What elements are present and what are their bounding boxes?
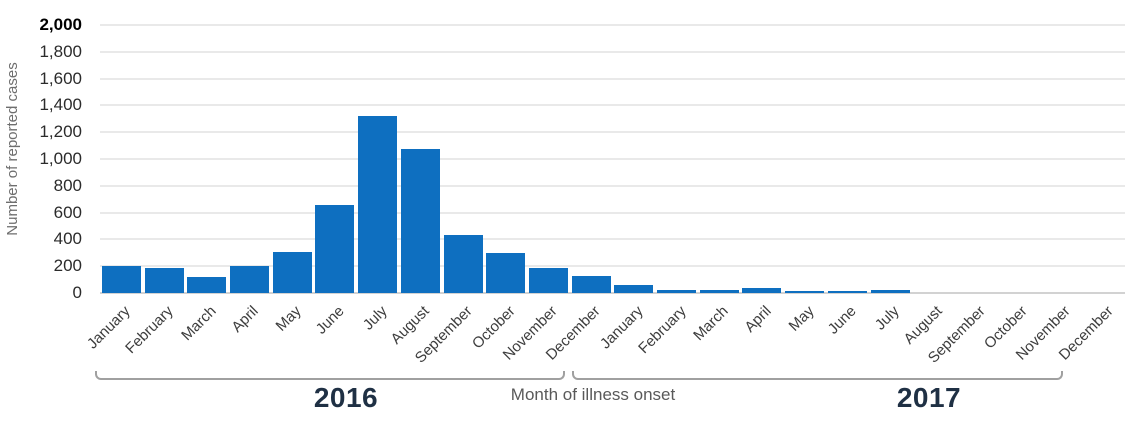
year-label-2016: 2016 <box>313 382 379 413</box>
y-axis-title: Number of reported cases <box>4 62 21 236</box>
x-axis-title: Month of illness onset <box>510 385 676 404</box>
y-tick-label: 200 <box>53 256 82 276</box>
bar-2016-july <box>358 116 398 293</box>
bar-2016-november <box>528 267 568 293</box>
gridline <box>100 184 1125 187</box>
gridline <box>100 211 1125 214</box>
y-tick-label: 600 <box>53 202 82 222</box>
year-bracket-2017 <box>572 371 1063 380</box>
y-tick-label: 400 <box>53 229 82 249</box>
bar-2016-september <box>443 234 483 293</box>
year-label-2017: 2017 <box>896 382 962 413</box>
bar-2017-may <box>785 291 825 293</box>
bar-2017-june <box>827 291 867 293</box>
gridline <box>100 131 1125 134</box>
bar-2016-may <box>272 252 312 293</box>
y-tick-label: 1,000 <box>39 149 82 168</box>
year-bracket-2016 <box>95 371 565 380</box>
gridline <box>100 77 1125 80</box>
bar-2016-december <box>571 275 611 293</box>
bar-2016-june <box>315 204 355 293</box>
y-tick-label: 800 <box>53 175 82 195</box>
x-axis-line <box>100 292 1125 294</box>
bar-2017-january <box>614 284 654 293</box>
bar-2016-october <box>486 253 526 293</box>
gridline <box>100 104 1125 107</box>
bar-2016-august <box>400 148 440 293</box>
bar-2016-february <box>144 267 184 293</box>
bar-2016-march <box>187 276 227 293</box>
bar-2016-april <box>229 265 269 293</box>
bar-2016-january <box>101 266 141 293</box>
y-tick-label: 1,600 <box>39 68 82 88</box>
y-tick-label: 1,200 <box>39 122 82 142</box>
y-tick-label: 1,800 <box>39 41 82 61</box>
y-tick-label: 1,400 <box>39 95 82 115</box>
gridline <box>100 50 1125 53</box>
bar-2017-march <box>699 289 739 293</box>
gridline <box>100 265 1125 268</box>
bar-2017-april <box>742 288 782 293</box>
gridline <box>100 158 1125 160</box>
gridline <box>100 24 1125 26</box>
bar-2017-july <box>870 290 910 293</box>
gridline <box>100 238 1125 241</box>
bar-2017-february <box>657 289 697 293</box>
y-tick-label: 0 <box>72 283 82 302</box>
y-tick-label: 2,000 <box>39 15 82 34</box>
